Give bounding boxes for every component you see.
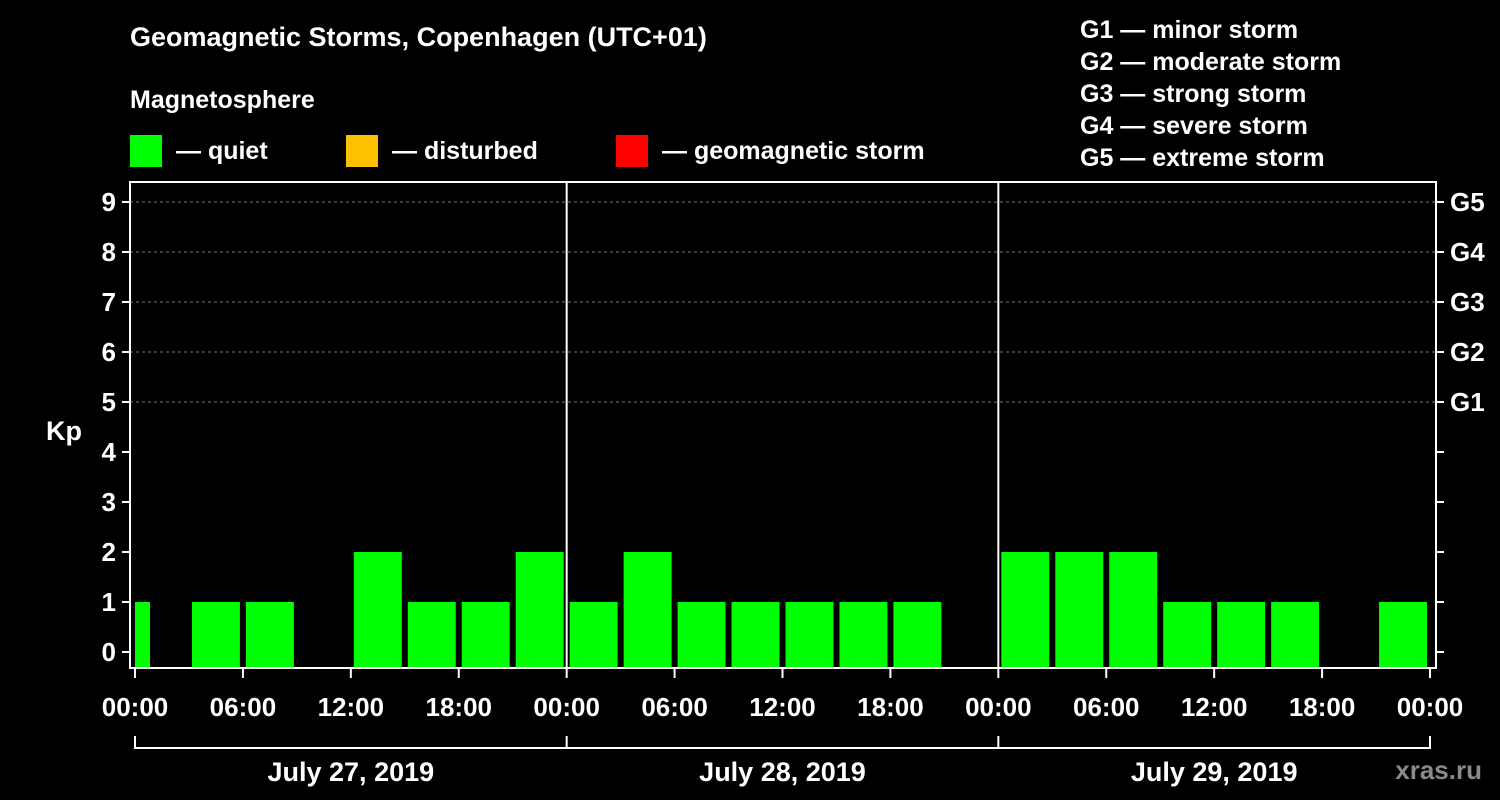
kp-bar [677,602,726,668]
x-tick-label: 06:00 [1073,692,1140,722]
x-tick-label: 12:00 [749,692,816,722]
kp-bar [839,602,888,668]
day-label: July 28, 2019 [699,757,866,787]
kp-bar [623,552,672,668]
kp-bar [135,602,150,668]
x-tick-label: 00:00 [533,692,600,722]
storm-scale-g4: G4 — severe storm [1080,112,1308,140]
y-tick-label: 9 [102,187,116,217]
kp-bar [785,602,834,668]
kp-bar [1217,602,1266,668]
kp-bar [461,602,510,668]
y-tick-label: 1 [102,587,116,617]
x-tick-label: 12:00 [318,692,385,722]
y-tick-label: 3 [102,487,116,517]
kp-bar [1271,602,1320,668]
day-label: July 29, 2019 [1131,757,1298,787]
x-tick-label: 00:00 [1397,692,1464,722]
x-tick-label: 18:00 [426,692,493,722]
kp-bar [731,602,780,668]
kp-bar [353,552,402,668]
y-tick-label: 2 [102,537,116,567]
x-tick-label: 06:00 [210,692,277,722]
kp-bar [1055,552,1104,668]
legend-swatch-storm [616,135,648,167]
magnetosphere-title: Magnetosphere [130,86,315,114]
x-tick-label: 18:00 [857,692,924,722]
y-tick-label: 6 [102,337,116,367]
legend-disturbed: — disturbed [346,134,538,168]
legend-swatch-quiet [130,135,162,167]
y-tick-label: 8 [102,237,116,267]
y-axis-label: Kp [46,416,82,446]
y-tick-label: 7 [102,287,116,317]
storm-scale-legend: G1 — minor storm G2 — moderate storm G3 … [1080,14,1341,174]
legend-label-disturbed: — disturbed [392,136,538,165]
legend-quiet: — quiet [130,134,268,168]
storm-scale-g1: G1 — minor storm [1080,16,1299,44]
g-scale-label: G1 [1450,387,1485,417]
kp-bar [407,602,456,668]
legend-storm: — geomagnetic storm [616,134,925,168]
y-tick-label: 0 [102,637,116,667]
y-tick-label: 4 [102,437,117,467]
storm-scale-g3: G3 — strong storm [1080,80,1307,108]
legend-swatch-disturbed [346,135,378,167]
chart-title: Geomagnetic Storms, Copenhagen (UTC+01) [130,22,707,52]
watermark: xras.ru [1395,755,1482,785]
x-tick-label: 00:00 [965,692,1032,722]
g-scale-label: G2 [1450,337,1485,367]
day-label: July 27, 2019 [268,757,435,787]
plot-frame [129,181,1437,669]
kp-bar [893,602,942,668]
g-scale-label: G5 [1450,187,1485,217]
g-scale-label: G4 [1450,237,1485,267]
kp-bar [1109,552,1158,668]
x-tick-label: 00:00 [102,692,169,722]
kp-bar [245,602,294,668]
x-tick-label: 12:00 [1181,692,1248,722]
legend-label-quiet: — quiet [176,136,268,165]
kp-bar [569,602,618,668]
g-scale-label: G3 [1450,287,1485,317]
kp-bar [1163,602,1212,668]
storm-scale-g2: G2 — moderate storm [1080,48,1342,76]
storm-scale-g5: G5 — extreme storm [1080,144,1325,172]
x-tick-label: 18:00 [1289,692,1356,722]
y-tick-label: 5 [102,387,116,417]
kp-bar [191,602,240,668]
kp-bar [1379,602,1427,668]
legend-label-storm: — geomagnetic storm [662,136,925,165]
kp-bar [515,552,564,668]
x-tick-label: 06:00 [641,692,708,722]
kp-bar [1001,552,1050,668]
